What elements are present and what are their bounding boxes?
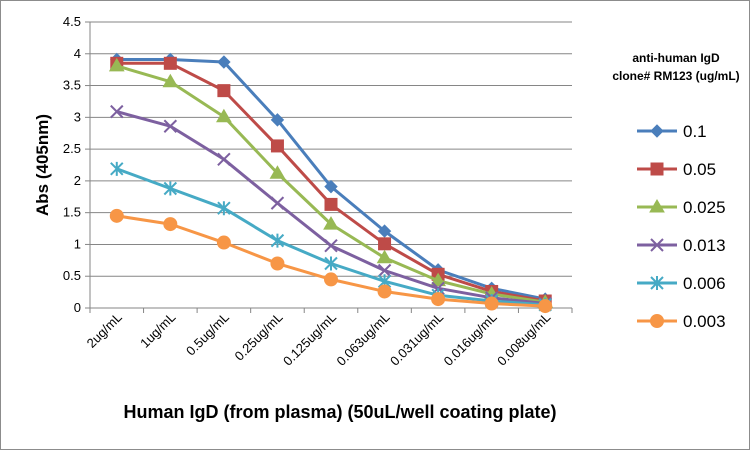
data-point (162, 73, 179, 88)
x-tick-label: 0.016ug/mL (441, 310, 500, 369)
data-point (650, 162, 664, 176)
legend-title-line2: clone# RM123 (ug/mL) (612, 69, 739, 83)
data-point (163, 119, 178, 133)
data-point (378, 237, 392, 251)
data-point (324, 272, 338, 287)
data-point (538, 299, 553, 314)
data-point (270, 233, 285, 248)
data-point (323, 216, 339, 230)
data-point (217, 55, 231, 69)
axes (85, 21, 573, 313)
legend-label: 0.05 (683, 160, 716, 179)
x-tick-label: 0.125ug/mL (280, 310, 339, 369)
data-point (163, 217, 178, 232)
legend-items: 0.1 0.05 0.025 0.013 0.006 0.003 (637, 122, 726, 331)
y-tick-label: 4 (74, 46, 81, 61)
y-tick-label: 2.5 (63, 141, 81, 156)
legend-item: 0.025 (637, 198, 726, 217)
series-0.003 (109, 208, 553, 314)
y-tick-label: 2 (74, 173, 81, 188)
legend-title-line1: anti-human IgD (632, 51, 720, 65)
legend-item: 0.013 (637, 236, 726, 255)
data-point (216, 235, 231, 250)
data-point (270, 256, 285, 271)
data-point (108, 57, 125, 72)
legend: anti-human IgD clone# RM123 (ug/mL) 0.10… (612, 51, 739, 331)
series-0.025 (108, 57, 554, 308)
data-point (484, 296, 499, 311)
data-point (430, 272, 446, 287)
data-point (270, 113, 285, 127)
data-point (163, 56, 177, 70)
legend-item: 0.003 (637, 312, 726, 331)
data-point (269, 165, 286, 179)
y-axis-title: Abs (405nm) (33, 114, 52, 216)
data-point (324, 239, 338, 253)
x-tick-label: 0.063ug/mL (334, 310, 393, 369)
data-point (163, 181, 178, 196)
x-tick-label: 0.5ug/mL (183, 310, 232, 359)
data-point (217, 201, 231, 216)
series-group (108, 52, 554, 314)
y-tick-label: 0 (74, 300, 81, 315)
x-axis-title: Human IgD (from plasma) (50uL/well coati… (123, 402, 556, 422)
data-point (376, 249, 393, 264)
y-tick-label: 4.5 (63, 14, 81, 29)
x-tick-label: 2ug/mL (84, 310, 125, 351)
legend-label: 0.013 (683, 236, 726, 255)
data-point (431, 292, 446, 307)
data-point (324, 256, 338, 271)
y-tick-labels: 0 0.5 1 1.5 2 2.5 3 3.5 4 4.5 (63, 14, 81, 315)
data-point (270, 139, 284, 153)
y-tick-label: 3.5 (63, 78, 81, 93)
x-tick-label: 0.031ug/mL (387, 310, 446, 369)
x-tick-label: 0.008ug/mL (494, 310, 553, 369)
legend-label: 0.1 (683, 122, 707, 141)
data-point (324, 197, 338, 211)
legend-label: 0.006 (683, 274, 726, 293)
data-point (377, 224, 392, 238)
data-point (324, 179, 338, 194)
y-tick-label: 1.5 (63, 205, 81, 220)
data-point (650, 124, 664, 138)
x-tick-labels: 2ug/mL 1ug/mL 0.5ug/mL 0.25ug/mL0.125ug/mL0… (84, 310, 554, 369)
data-point (216, 108, 232, 123)
data-point (650, 276, 664, 290)
data-point (109, 208, 124, 223)
data-point (650, 314, 664, 328)
data-point (377, 284, 392, 299)
data-point (650, 238, 664, 252)
legend-label: 0.003 (683, 312, 726, 331)
y-tick-label: 3 (74, 109, 81, 124)
data-point (110, 161, 124, 176)
data-point (377, 263, 392, 278)
data-point (110, 104, 124, 119)
legend-label: 0.025 (683, 198, 726, 217)
data-point (217, 152, 231, 166)
y-tick-label: 0.5 (63, 268, 81, 283)
data-point (270, 196, 285, 210)
y-tick-label: 1 (74, 236, 81, 251)
data-point (649, 199, 665, 213)
x-tick-label: 1ug/mL (137, 310, 178, 351)
data-point (217, 84, 231, 98)
legend-item: 0.05 (637, 160, 716, 179)
legend-item: 0.1 (637, 122, 707, 141)
legend-item: 0.006 (637, 274, 726, 293)
x-tick-label: 0.25ug/mL (232, 310, 286, 364)
